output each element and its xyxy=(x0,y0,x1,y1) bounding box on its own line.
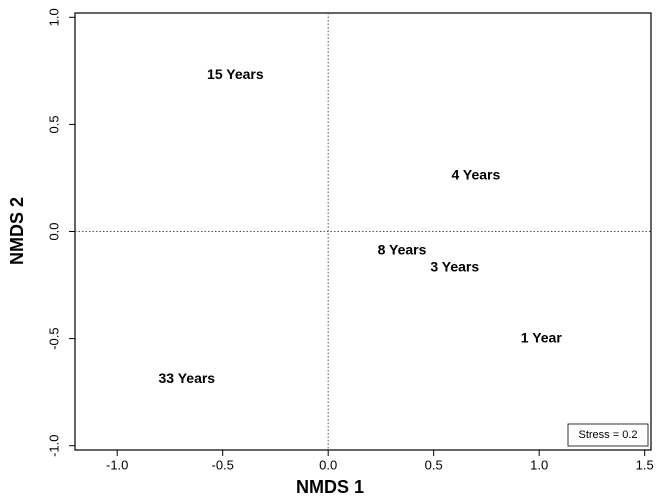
y-tick-label: 0.0 xyxy=(46,222,61,240)
x-tick-label: 0.0 xyxy=(319,457,337,472)
x-tick-label: 1.0 xyxy=(530,457,548,472)
x-tick-label: 0.5 xyxy=(425,457,443,472)
point-label: 1 Year xyxy=(521,329,563,345)
y-axis-title: NMDS 2 xyxy=(7,197,27,265)
annotation: Stress = 0.2 xyxy=(578,429,637,441)
point-label: 3 Years xyxy=(430,259,479,275)
x-tick-label: 1.5 xyxy=(636,457,654,472)
y-tick-label: -0.5 xyxy=(46,327,61,349)
point-label: 8 Years xyxy=(378,241,427,257)
x-tick-label: -1.0 xyxy=(106,457,128,472)
y-tick-label: 0.5 xyxy=(46,115,61,133)
x-tick-label: -0.5 xyxy=(211,457,233,472)
annotation-box xyxy=(567,423,649,447)
y-tick-label: -1.0 xyxy=(46,435,61,457)
point-label: 4 Years xyxy=(451,167,500,183)
x-axis-title: NMDS 1 xyxy=(296,477,364,497)
point-label: 15 Years xyxy=(207,66,264,82)
point-label: 33 Years xyxy=(159,370,216,386)
y-tick-label: 1.0 xyxy=(46,8,61,26)
